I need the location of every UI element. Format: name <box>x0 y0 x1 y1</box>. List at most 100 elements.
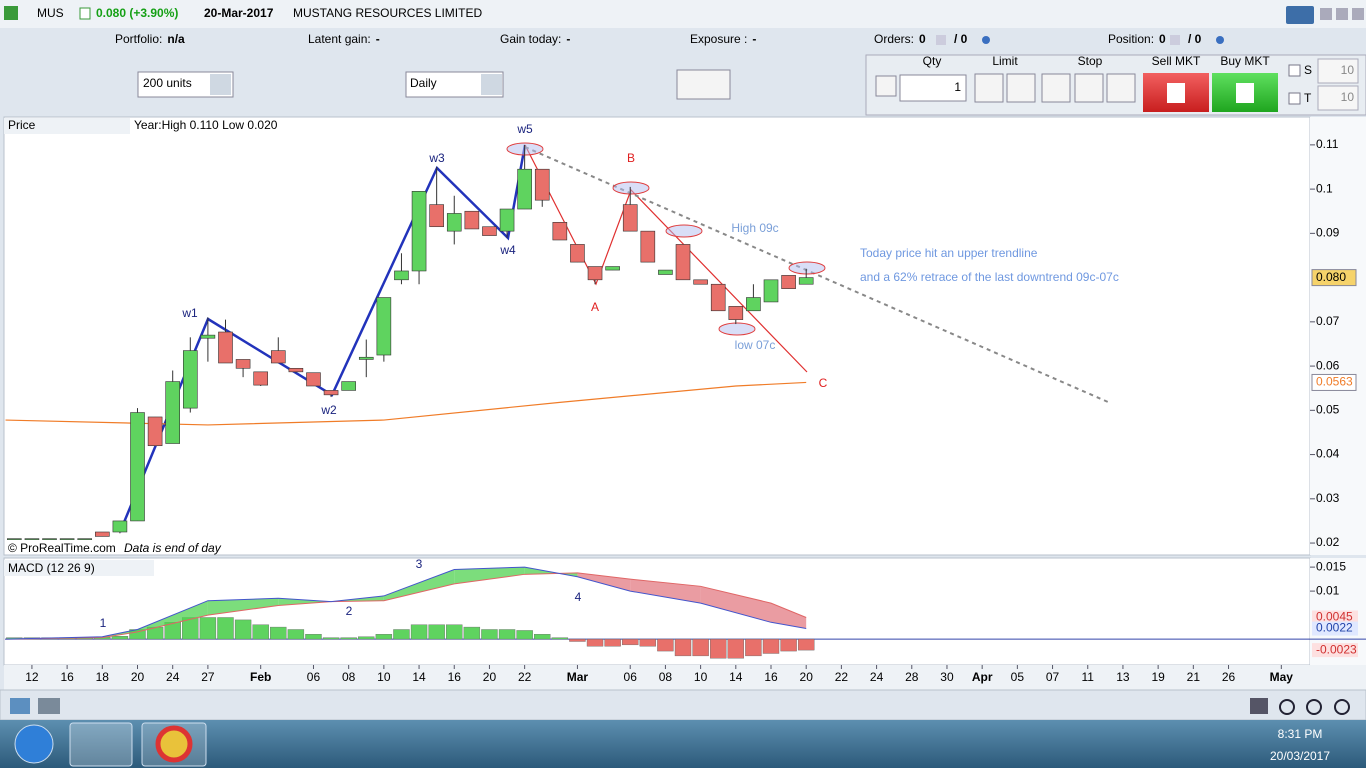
qty-label: Qty <box>923 54 942 68</box>
status-item: Portfolio: n/a <box>115 32 185 46</box>
zoom-button[interactable] <box>1279 699 1295 715</box>
macd-fill <box>577 572 631 592</box>
tool-button[interactable] <box>1250 698 1268 714</box>
histogram-bar <box>446 624 463 640</box>
price-axis <box>1310 117 1366 555</box>
macd-title: MACD (12 26 9) <box>8 561 95 575</box>
stop-button[interactable] <box>1074 73 1104 103</box>
candle-body <box>218 331 233 364</box>
t-input[interactable] <box>1317 85 1359 111</box>
settings-button[interactable] <box>875 75 897 97</box>
histogram-bar <box>551 637 569 640</box>
histogram-bar <box>639 638 657 647</box>
candle-body <box>95 531 110 537</box>
limit-sell-button[interactable] <box>974 73 1004 103</box>
annotation: A <box>591 300 599 314</box>
restore-button[interactable] <box>1336 8 1348 20</box>
histogram-bar <box>199 617 217 640</box>
histogram-bar <box>393 629 410 640</box>
status-value: 0 <box>1159 32 1166 46</box>
dropdown-arrow[interactable] <box>210 74 231 95</box>
last-value-label: -0.0023 <box>1316 642 1357 656</box>
candle-body <box>200 334 216 339</box>
status-icon <box>936 35 946 45</box>
candle-body <box>658 269 673 275</box>
status-icon <box>1170 35 1180 45</box>
limit-buy-button[interactable] <box>1006 73 1036 103</box>
macd-fill <box>700 586 772 623</box>
symbol[interactable]: MUS <box>37 6 64 20</box>
t-checkbox[interactable] <box>1288 92 1301 105</box>
annotation: and a 62% retrace of the last downtrend … <box>860 270 1119 284</box>
annotation: Today price hit an upper trendline <box>860 246 1038 260</box>
s-input[interactable] <box>1317 58 1359 84</box>
macd-fill <box>630 579 701 604</box>
x-tick-label: 10 <box>377 670 391 684</box>
taskbar-app[interactable] <box>69 722 133 767</box>
s-value: 10 <box>1341 63 1355 77</box>
annotation: B <box>627 151 635 165</box>
candle-body <box>165 381 181 444</box>
last-value-box <box>1311 373 1357 391</box>
chart-type-button[interactable] <box>676 69 731 100</box>
status-label: Portfolio: <box>115 32 162 46</box>
x-tick-label: 16 <box>764 670 778 684</box>
macd-legend <box>4 560 154 576</box>
stop-label: Stop <box>1078 54 1103 68</box>
keyboard-button[interactable] <box>1286 6 1314 24</box>
x-tick-label: 06 <box>624 670 638 684</box>
minimize-button[interactable] <box>1320 8 1332 20</box>
zoom-in-button[interactable] <box>1334 699 1350 715</box>
browser-icon <box>155 725 193 763</box>
y-tick-label: 0.06 <box>1316 358 1340 372</box>
price-info: Year:High 0.110 Low 0.020 <box>134 118 278 132</box>
tool-button[interactable] <box>38 698 60 714</box>
status-icon <box>1216 36 1224 44</box>
x-tick-label: 22 <box>835 670 849 684</box>
candle-body <box>534 168 550 201</box>
dropdown-arrow[interactable] <box>481 74 502 95</box>
stop-button[interactable] <box>1106 73 1136 103</box>
x-tick-label: 13 <box>1116 670 1130 684</box>
zoom-out-button[interactable] <box>1306 699 1322 715</box>
x-tick-label: 22 <box>518 670 532 684</box>
x-tick-label: 24 <box>870 670 884 684</box>
close-button[interactable] <box>1352 8 1364 20</box>
y-tick-label: 0.11 <box>1316 137 1339 151</box>
macd-fill <box>383 569 455 601</box>
candle-body <box>640 230 656 263</box>
candle-body <box>693 279 708 285</box>
annotation: w1 <box>181 306 198 320</box>
x-tick-label: 20 <box>131 670 145 684</box>
x-tick-label: 27 <box>201 670 215 684</box>
y-tick-label: 0.03 <box>1316 491 1340 505</box>
candle-body <box>482 226 497 236</box>
candle-body <box>235 359 251 369</box>
y-tick-label: 0.1 <box>1316 181 1333 195</box>
y-tick-label: 0.01 <box>1316 583 1340 597</box>
candle-body <box>323 390 339 396</box>
start-button[interactable] <box>14 724 54 764</box>
status-label: Latent gain: <box>308 32 371 46</box>
last-value-label: 0.0045 <box>1316 610 1353 624</box>
histogram-bar <box>305 634 322 640</box>
status-item: Latent gain: - <box>308 32 380 46</box>
s-checkbox[interactable] <box>1288 64 1301 77</box>
x-tick-label: 10 <box>694 670 708 684</box>
x-tick-label: 24 <box>166 670 180 684</box>
units-value: 200 units <box>143 76 192 90</box>
histogram-bar <box>797 638 815 651</box>
instrument-name: MUSTANG RESOURCES LIMITED <box>293 6 482 20</box>
status-value: - <box>376 32 380 46</box>
y-tick-label: 0.07 <box>1316 314 1340 328</box>
candle-body <box>798 277 814 285</box>
macd-fill <box>771 603 807 629</box>
stop-button[interactable] <box>1041 73 1071 103</box>
candle-body <box>358 356 374 360</box>
candle-body <box>499 208 515 232</box>
qty-input[interactable] <box>899 74 967 102</box>
tool-button[interactable] <box>10 698 30 714</box>
date: 20-Mar-2017 <box>204 6 274 20</box>
